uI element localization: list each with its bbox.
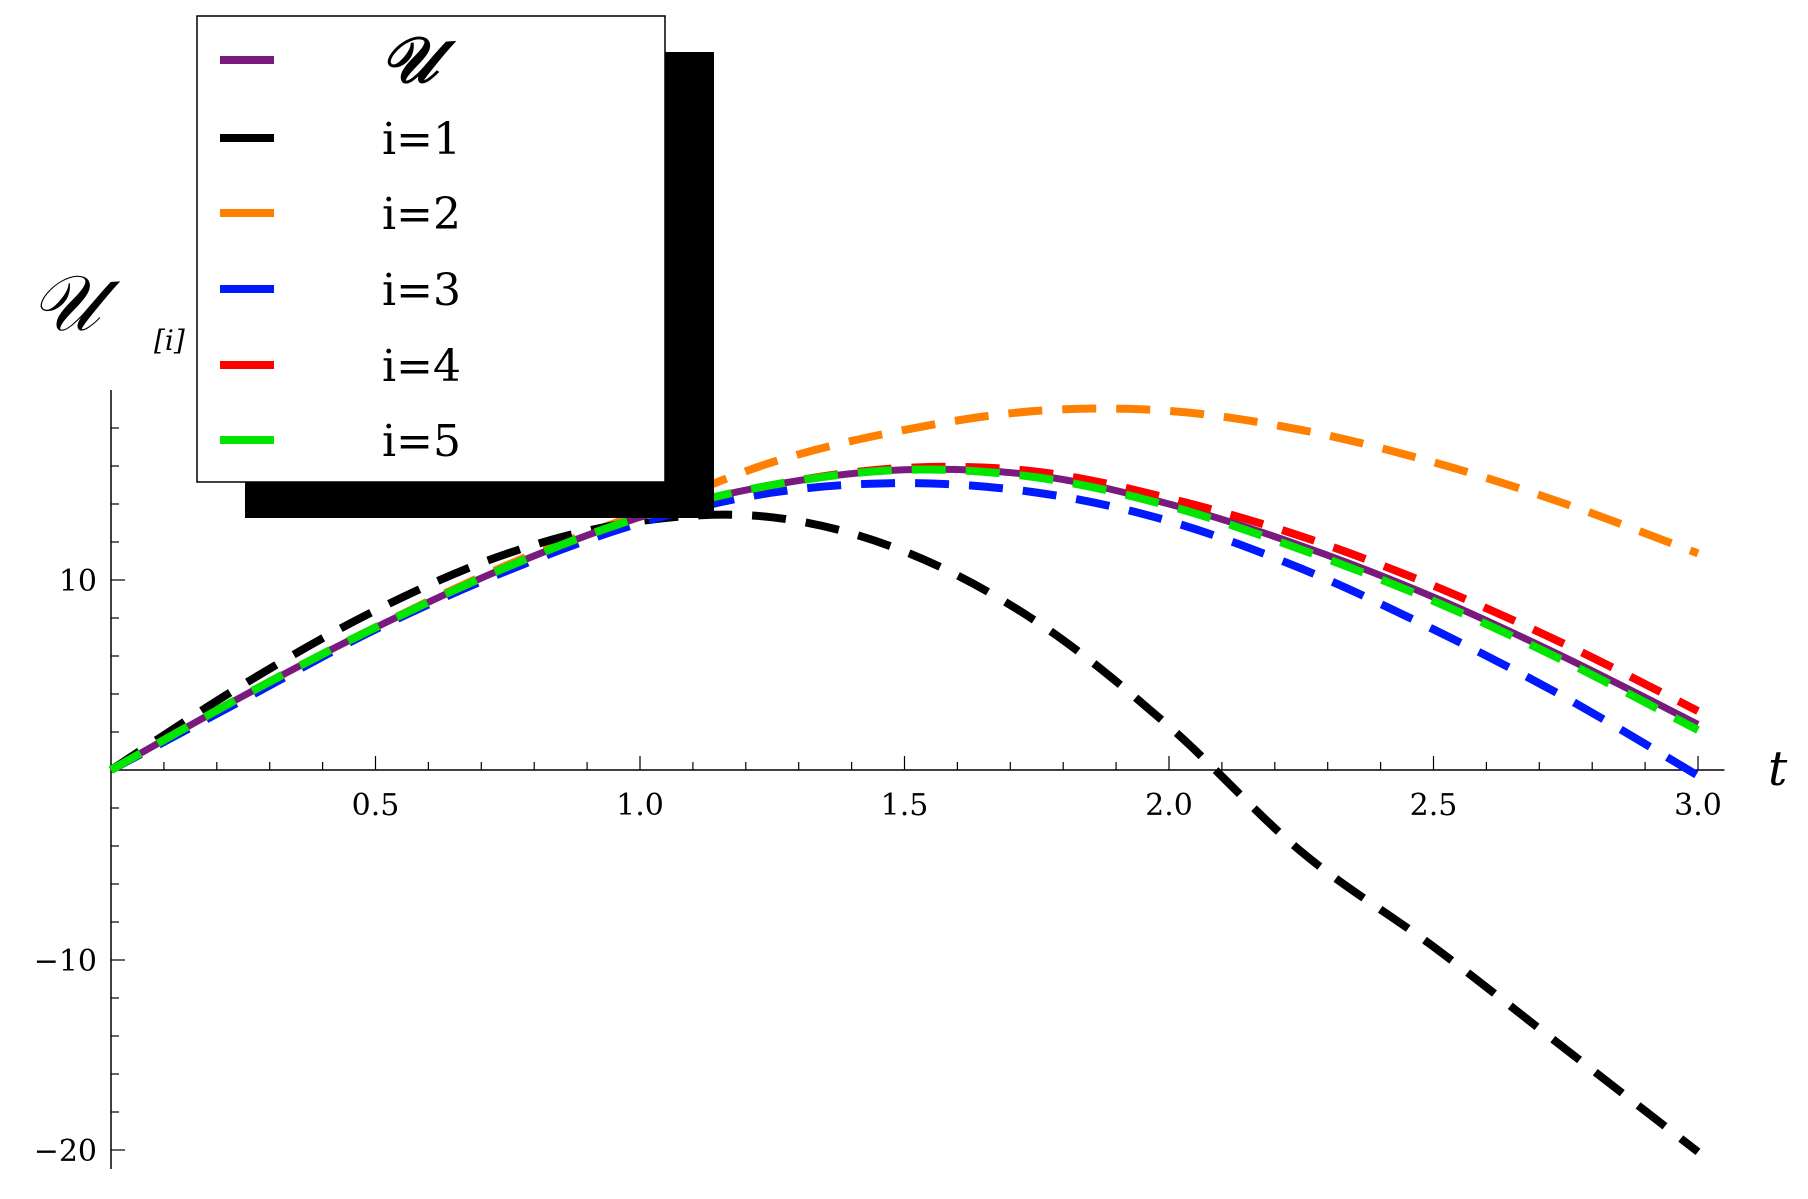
x-tick-label: 2.0: [1145, 788, 1193, 823]
legend-box: [196, 15, 666, 483]
x-tick-label: 1.0: [616, 788, 664, 823]
x-axis-title: t: [1768, 741, 1788, 797]
y-tick-label: −10: [34, 944, 97, 979]
axes: 0.5 1.0 1.5 2.0 2.5 3.0 −20 −10 10: [34, 390, 1725, 1169]
legend-label: i=5: [382, 416, 461, 467]
y-axis-title-subscript: [i]: [154, 324, 185, 357]
y-tick-label: −20: [34, 1134, 97, 1169]
x-tick-label: 2.5: [1410, 788, 1458, 823]
x-tick-label: 1.5: [881, 788, 929, 823]
y-axis-title-main: 𝒰: [30, 259, 121, 349]
series-layer: [108, 404, 1701, 1156]
y-tick-label: 10: [59, 564, 97, 599]
legend-label: i=4: [382, 341, 461, 392]
legend-shadow: [245, 52, 714, 518]
x-tick-label: 0.5: [352, 788, 400, 823]
legend-label: i=1: [382, 114, 461, 165]
series-line-i5: [109, 465, 1700, 774]
legend-label: i=3: [382, 265, 461, 316]
legend-label: i=2: [382, 189, 461, 240]
series-line-i3: [109, 479, 1701, 780]
y-axis-title: 𝒰 [i]: [30, 259, 185, 357]
series-line-i1: [108, 510, 1701, 1156]
x-tick-label: 3.0: [1674, 788, 1722, 823]
legend: 𝒰i=1i=2i=3i=4i=5: [196, 15, 714, 518]
